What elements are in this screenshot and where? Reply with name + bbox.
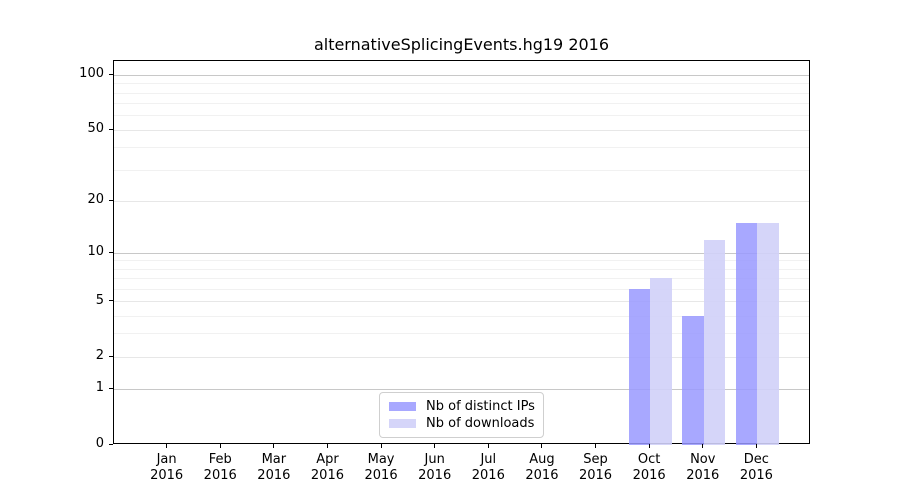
y-tick-label: 0 bbox=[95, 436, 104, 451]
y-tick bbox=[109, 199, 113, 201]
x-tick bbox=[434, 444, 436, 448]
gridline bbox=[114, 74, 809, 76]
x-tick-month: Jul bbox=[480, 452, 497, 467]
x-tick bbox=[326, 444, 328, 448]
gridline-minor bbox=[114, 333, 809, 335]
plot-area bbox=[113, 60, 810, 445]
x-tick-label: Jan 2016 bbox=[140, 452, 194, 485]
y-tick-label: 1 bbox=[95, 380, 104, 396]
legend-swatch-downloads bbox=[389, 419, 416, 428]
y-tick-label: 20 bbox=[87, 192, 104, 208]
y-tick bbox=[109, 387, 113, 389]
bar-nb-of-downloads-nov bbox=[703, 239, 726, 445]
x-tick-month: Apr bbox=[316, 452, 339, 467]
y-tick bbox=[109, 300, 113, 302]
x-tick-year: 2016 bbox=[686, 468, 720, 484]
legend-label: Nb of distinct IPs bbox=[426, 399, 535, 414]
x-tick-month: Aug bbox=[529, 452, 555, 467]
bar-nb-of-downloads-oct bbox=[650, 278, 672, 445]
y-tick-label: 100 bbox=[79, 66, 104, 82]
x-tick-month: Feb bbox=[208, 452, 232, 467]
x-tick bbox=[219, 444, 221, 448]
gridline bbox=[114, 388, 809, 390]
gridline-minor bbox=[114, 103, 809, 105]
gridline-minor bbox=[114, 83, 809, 85]
legend-item: Nb of distinct IPs bbox=[389, 399, 535, 414]
x-tick bbox=[541, 444, 543, 448]
legend: Nb of distinct IPs Nb of downloads bbox=[379, 392, 544, 438]
x-tick-year: 2016 bbox=[632, 468, 666, 484]
y-tick bbox=[109, 251, 113, 253]
x-tick-month: Nov bbox=[690, 452, 716, 467]
x-tick-label: Apr 2016 bbox=[300, 452, 354, 485]
x-tick-year: 2016 bbox=[364, 468, 398, 484]
y-tick-label: 2 bbox=[95, 348, 104, 364]
y-tick bbox=[109, 443, 113, 445]
y-tick-label: 50 bbox=[87, 121, 104, 137]
x-tick bbox=[702, 444, 704, 448]
x-tick bbox=[595, 444, 597, 448]
gridline-minor bbox=[114, 169, 809, 171]
gridline-minor bbox=[114, 115, 809, 117]
x-tick-year: 2016 bbox=[418, 468, 452, 484]
legend-item: Nb of downloads bbox=[389, 416, 534, 431]
legend-label: Nb of downloads bbox=[426, 416, 535, 431]
legend-swatch-distinct-ips bbox=[389, 402, 416, 411]
gridline bbox=[114, 252, 809, 254]
x-tick-month: Sep bbox=[583, 452, 608, 467]
chart-title: alternativeSplicingEvents.hg19 2016 bbox=[313, 35, 610, 54]
gridline bbox=[114, 129, 809, 131]
y-tick-label: 5 bbox=[95, 292, 104, 308]
x-tick-month: May bbox=[367, 452, 395, 467]
x-tick-year: 2016 bbox=[739, 468, 773, 484]
x-tick-label: Mar 2016 bbox=[247, 452, 301, 485]
x-tick-year: 2016 bbox=[525, 468, 559, 484]
x-tick bbox=[166, 444, 168, 448]
x-tick-label: Feb 2016 bbox=[193, 452, 247, 485]
bar-nb-of-distinct-ips-nov bbox=[682, 316, 704, 445]
x-tick-year: 2016 bbox=[578, 468, 613, 484]
gridline-minor bbox=[114, 260, 809, 262]
gridline-minor bbox=[114, 277, 809, 279]
x-tick bbox=[755, 444, 757, 448]
x-tick-month: Jan bbox=[156, 452, 177, 467]
gridline-minor bbox=[114, 268, 809, 270]
x-tick-month: Jun bbox=[424, 452, 445, 467]
gridline-minor bbox=[114, 288, 809, 290]
x-tick-month: Mar bbox=[261, 452, 287, 467]
gridline bbox=[114, 200, 809, 202]
gridline-minor bbox=[114, 92, 809, 94]
x-tick-label: Oct 2016 bbox=[622, 452, 676, 485]
y-tick-label: 10 bbox=[87, 244, 104, 259]
bar-nb-of-downloads-dec bbox=[757, 222, 779, 445]
gridline bbox=[114, 301, 809, 303]
gridline-minor bbox=[114, 147, 809, 149]
x-tick-label: Dec 2016 bbox=[729, 452, 783, 485]
x-tick-label: Sep 2016 bbox=[569, 452, 623, 485]
bar-nb-of-distinct-ips-dec bbox=[735, 222, 758, 445]
gridline bbox=[114, 356, 809, 358]
x-tick bbox=[487, 444, 489, 448]
x-tick-label: Jun 2016 bbox=[408, 452, 462, 485]
y-tick bbox=[109, 73, 113, 75]
bar-nb-of-distinct-ips-oct bbox=[628, 289, 651, 445]
x-tick-year: 2016 bbox=[310, 468, 344, 484]
y-tick bbox=[109, 355, 113, 357]
x-tick bbox=[273, 444, 275, 448]
x-tick bbox=[380, 444, 382, 448]
x-tick-year: 2016 bbox=[471, 468, 505, 484]
gridline-minor bbox=[114, 315, 809, 317]
x-tick-label: Nov 2016 bbox=[676, 452, 730, 485]
x-tick-label: Jul 2016 bbox=[461, 452, 515, 485]
x-tick-label: Aug 2016 bbox=[515, 452, 569, 485]
x-tick-year: 2016 bbox=[150, 468, 184, 484]
x-tick-month: Dec bbox=[743, 452, 769, 467]
x-tick-year: 2016 bbox=[257, 468, 291, 484]
x-tick bbox=[648, 444, 650, 448]
x-tick-year: 2016 bbox=[203, 468, 237, 484]
x-tick-month: Oct bbox=[637, 452, 661, 467]
x-tick-label: May 2016 bbox=[354, 452, 408, 485]
y-tick bbox=[109, 128, 113, 130]
